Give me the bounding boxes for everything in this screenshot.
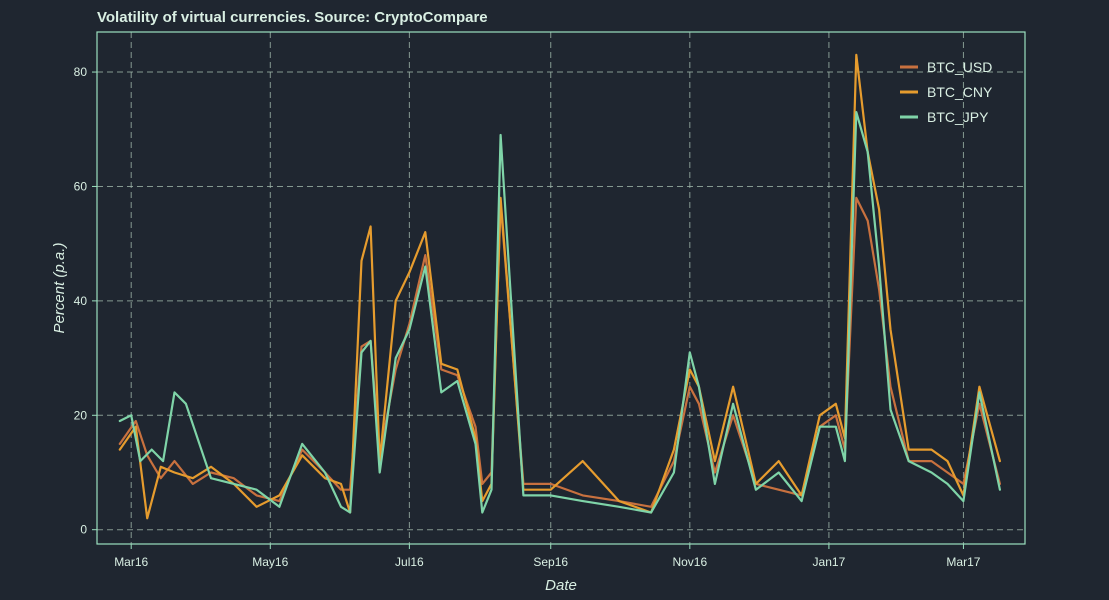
x-tick-label: Mar17 (946, 555, 980, 569)
plot-frame (96, 31, 1026, 545)
y-axis-label: Percent (p.a.) (51, 243, 68, 334)
x-axis: Mar16 May16 Jul16 Sep16 Nov16 Jan17 Mar17 (114, 544, 981, 569)
series-line-btc-cny (118, 53, 1002, 520)
legend-label: BTC_USD (927, 59, 992, 75)
legend-label: BTC_CNY (927, 84, 993, 100)
series-line-btc-jpy (118, 110, 1002, 514)
y-tick-label: 60 (74, 179, 88, 193)
y-tick-label: 20 (74, 408, 88, 422)
x-tick-label: Jul16 (395, 555, 424, 569)
y-tick-label: 40 (74, 294, 88, 308)
series-lines (118, 53, 1002, 520)
legend: BTC_USD BTC_CNY BTC_JPY (900, 59, 993, 125)
x-axis-label: Date (545, 577, 577, 594)
series-line-btc-usd (118, 196, 1002, 508)
x-tick-label: Sep16 (533, 555, 568, 569)
y-tick-label: 0 (80, 523, 87, 537)
x-tick-label: Mar16 (114, 555, 148, 569)
x-tick-label: Nov16 (672, 555, 707, 569)
y-tick-label: 80 (74, 65, 88, 79)
legend-label: BTC_JPY (927, 109, 989, 125)
x-tick-label: Jan17 (813, 555, 846, 569)
chart-title: Volatility of virtual currencies. Source… (97, 9, 488, 26)
x-tick-label: May16 (252, 555, 288, 569)
y-axis: 0 20 40 60 80 (74, 65, 97, 537)
